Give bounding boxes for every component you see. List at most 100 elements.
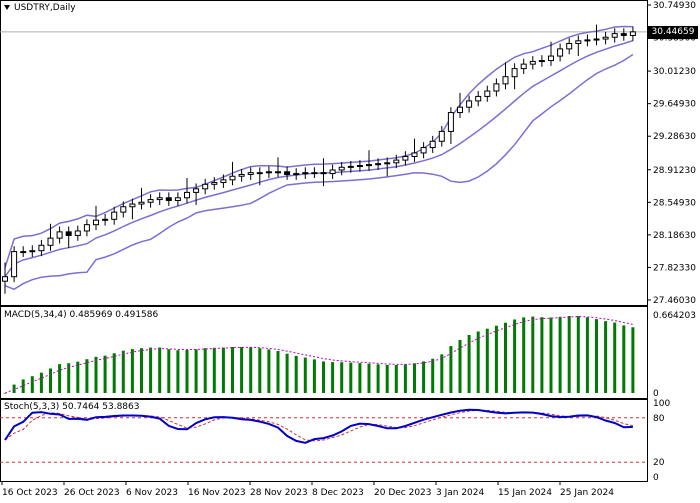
macd-bar bbox=[30, 376, 34, 393]
candle-body bbox=[293, 173, 300, 176]
candle-body bbox=[238, 173, 245, 177]
macd-bar bbox=[504, 322, 507, 393]
candle-body bbox=[256, 172, 263, 175]
macd-bar bbox=[522, 317, 526, 393]
macd-bar bbox=[631, 327, 635, 393]
macd-bar bbox=[604, 321, 608, 393]
macd-bar bbox=[76, 361, 80, 393]
bollinger-lower bbox=[4, 53, 634, 291]
candle-body bbox=[438, 130, 445, 142]
macd-bar bbox=[258, 348, 262, 393]
candle-body bbox=[74, 230, 81, 236]
candle-body bbox=[620, 33, 627, 36]
macd-bar bbox=[231, 347, 234, 393]
stoch-level-label: 0 bbox=[653, 473, 659, 483]
macd-bar bbox=[385, 364, 389, 393]
candle-body bbox=[475, 95, 482, 102]
candle-body bbox=[284, 171, 291, 175]
price-tick-label: 28.18630 bbox=[653, 231, 696, 241]
price-tick-label: 27.46030 bbox=[653, 296, 696, 306]
candle-body bbox=[129, 203, 136, 208]
macd-bar bbox=[149, 347, 153, 393]
candle-body bbox=[566, 43, 573, 50]
macd-bar bbox=[203, 348, 207, 393]
candle-body bbox=[447, 112, 454, 132]
macd-bar bbox=[440, 354, 444, 393]
candle-body bbox=[375, 163, 382, 166]
candle-body bbox=[393, 159, 400, 164]
candle-body bbox=[511, 68, 518, 78]
macd-bar bbox=[322, 361, 325, 393]
macd-bar bbox=[267, 349, 271, 393]
candle-body bbox=[347, 165, 354, 168]
macd-bar bbox=[285, 353, 289, 393]
macd-bar bbox=[367, 363, 371, 393]
stoch-label: Stoch(5,3,3) 50.7464 53.8863 bbox=[4, 402, 140, 412]
date-tick-label: 6 Nov 2023 bbox=[126, 488, 178, 498]
macd-bar bbox=[176, 350, 180, 393]
stoch-level-label: 100 bbox=[653, 399, 670, 409]
macd-bar bbox=[540, 317, 544, 393]
stoch-level-label: 80 bbox=[653, 414, 665, 424]
macd-bar bbox=[312, 359, 316, 393]
macd-bar bbox=[67, 363, 71, 393]
candle-body bbox=[184, 191, 190, 199]
candle-body bbox=[193, 188, 200, 193]
candle-body bbox=[402, 156, 409, 161]
candle-body bbox=[629, 31, 636, 36]
candle-body bbox=[493, 83, 500, 92]
candle-body bbox=[538, 60, 545, 63]
macd-bar bbox=[558, 316, 562, 393]
candle-body bbox=[275, 171, 281, 174]
price-tick-label: 29.64930 bbox=[653, 100, 696, 110]
candle-body bbox=[220, 179, 227, 184]
macd-bar bbox=[94, 356, 98, 393]
price-tick-label: 28.54930 bbox=[653, 198, 696, 208]
macd-bar bbox=[613, 322, 617, 393]
candle-body bbox=[11, 251, 18, 278]
candle-body bbox=[38, 244, 45, 252]
candle-body bbox=[311, 172, 318, 175]
candle-body bbox=[65, 231, 72, 236]
candle-body bbox=[29, 250, 36, 253]
price-tick-label: 30.01230 bbox=[653, 67, 696, 77]
macd-bar bbox=[576, 316, 580, 393]
candle-body bbox=[120, 206, 127, 213]
macd-bar bbox=[185, 349, 189, 393]
candle-body bbox=[575, 40, 582, 45]
macd-bar bbox=[331, 362, 335, 393]
macd-bar bbox=[121, 350, 125, 393]
macd-bar bbox=[349, 362, 353, 393]
macd-bar bbox=[413, 363, 416, 393]
price-tick-label: 30.74930 bbox=[653, 1, 696, 11]
macd-bar bbox=[212, 347, 216, 393]
macd-bar bbox=[431, 358, 435, 393]
macd-bar bbox=[58, 364, 62, 393]
candle-body bbox=[384, 162, 391, 165]
macd-bar bbox=[249, 347, 253, 393]
candle-body bbox=[548, 55, 554, 62]
date-tick-label: 20 Dec 2023 bbox=[374, 488, 432, 498]
macd-bar bbox=[240, 346, 244, 393]
candle-body bbox=[457, 106, 463, 114]
bollinger-upper bbox=[4, 25, 633, 268]
candle-body bbox=[229, 175, 236, 181]
macd-bar bbox=[394, 365, 398, 393]
candle-body bbox=[111, 211, 118, 220]
macd-bar bbox=[622, 325, 626, 393]
candle-body bbox=[466, 100, 473, 108]
macd-bar bbox=[276, 351, 280, 393]
candle-body bbox=[165, 197, 172, 201]
date-tick-label: 16 Nov 2023 bbox=[188, 488, 246, 498]
macd-bar bbox=[167, 349, 171, 393]
macd-bar bbox=[49, 368, 52, 393]
candle-body bbox=[320, 172, 327, 175]
candle-body bbox=[602, 36, 609, 40]
stoch-signal-line bbox=[4, 409, 634, 442]
date-tick-label: 15 Jan 2024 bbox=[498, 488, 552, 498]
price-pane bbox=[0, 0, 648, 306]
date-tick-label: 3 Jan 2024 bbox=[436, 488, 484, 498]
macd-bar bbox=[549, 317, 553, 393]
